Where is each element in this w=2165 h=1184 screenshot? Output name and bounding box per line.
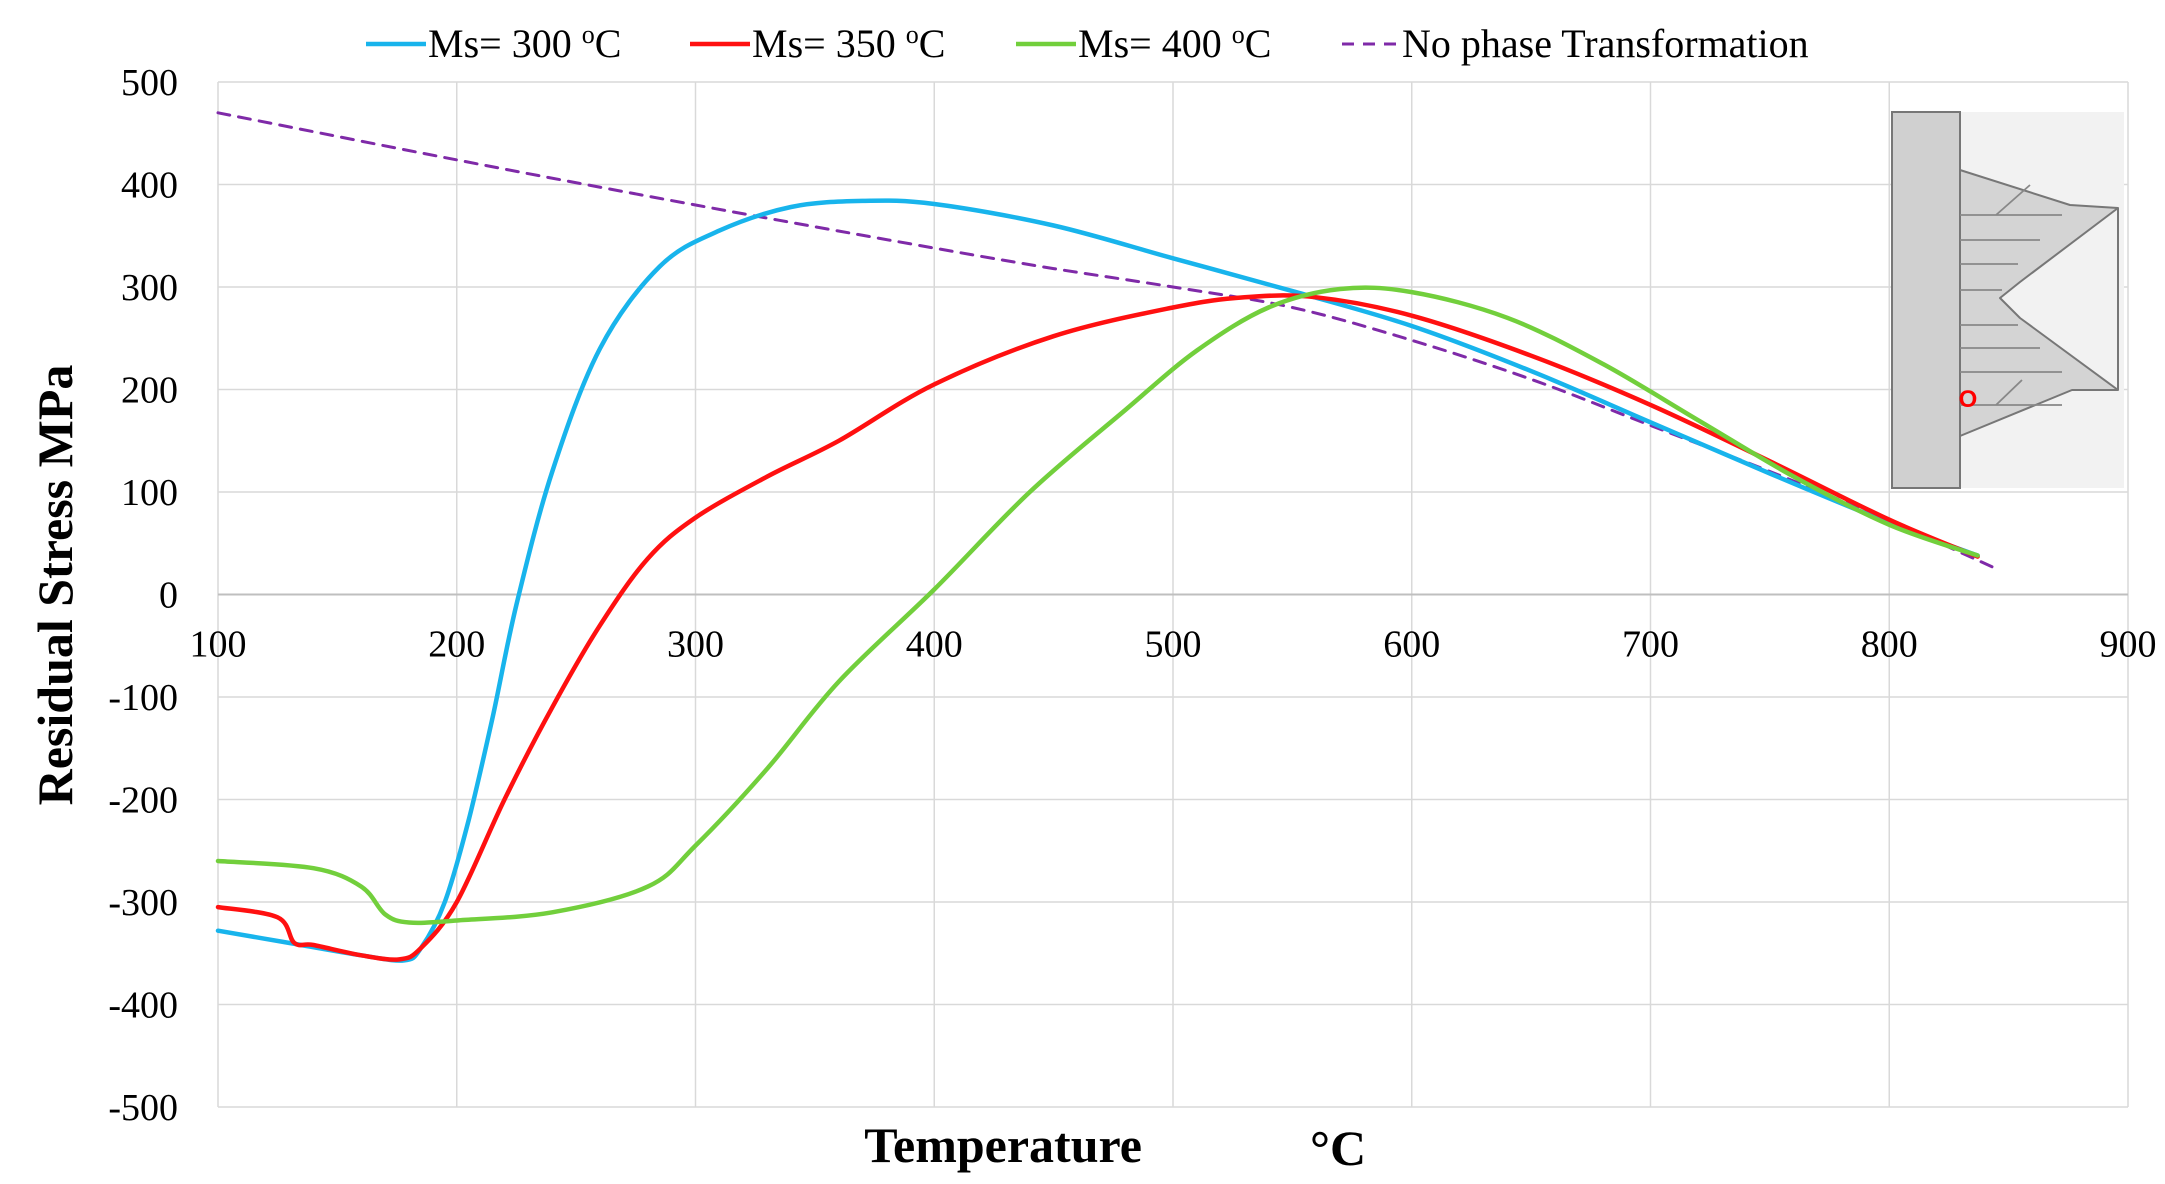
y-tick-label: 0 xyxy=(159,575,178,617)
legend: Ms= 300 oC Ms= 350 oC Ms= 400 oC No phase T… xyxy=(366,20,1809,66)
tick-labels: 100 200 300 400 500 600 700 800 900 500 400 300 200 1… xyxy=(108,62,2156,1129)
series-line-ms-350 xyxy=(215,293,1980,962)
x-tick-label: 700 xyxy=(1622,624,1679,666)
x-axis-unit: °C xyxy=(1310,1120,1366,1176)
series-line-ms-300 xyxy=(215,198,1980,963)
inset-weld-joint xyxy=(1959,169,2119,437)
series-layer xyxy=(215,111,1999,963)
y-tick-label: 200 xyxy=(121,370,178,412)
x-tick-label: 100 xyxy=(190,624,247,666)
x-tick-label: 500 xyxy=(1145,624,1202,666)
series-line-no-phase-transformation xyxy=(216,111,1999,571)
y-tick-label: -500 xyxy=(108,1087,178,1129)
legend-label: Ms= 350 oC xyxy=(752,20,945,66)
x-axis-title: Temperature xyxy=(864,1117,1142,1173)
y-tick-label: -100 xyxy=(108,677,178,719)
grid-lines xyxy=(217,81,2129,1108)
y-axis-title: Residual Stress MPa xyxy=(27,365,83,806)
legend-label: Ms= 400 oC xyxy=(1078,20,1271,66)
x-tick-label: 300 xyxy=(667,624,724,666)
inset-weld-passes xyxy=(1960,184,2062,406)
y-tick-label: -400 xyxy=(108,985,178,1027)
y-tick-label: 100 xyxy=(121,472,178,514)
inset-base-plate xyxy=(1891,111,1961,489)
y-tick-label: 500 xyxy=(121,62,178,104)
inset-location-marker: O xyxy=(1959,386,1978,413)
legend-label: No phase Transformation xyxy=(1402,21,1809,66)
y-tick-label: 300 xyxy=(121,267,178,309)
legend-label: Ms= 300 oC xyxy=(428,20,621,66)
x-tick-label: 600 xyxy=(1383,624,1440,666)
x-tick-label: 800 xyxy=(1861,624,1918,666)
series-line-ms-400 xyxy=(215,285,1980,926)
y-tick-label: -300 xyxy=(108,882,178,924)
x-tick-label: 400 xyxy=(906,624,963,666)
y-tick-label: -200 xyxy=(108,780,178,822)
weld-inset-diagram: O xyxy=(1891,111,2124,489)
x-tick-label: 900 xyxy=(2100,624,2157,666)
x-tick-label: 200 xyxy=(428,624,485,666)
y-tick-label: 400 xyxy=(121,165,178,207)
